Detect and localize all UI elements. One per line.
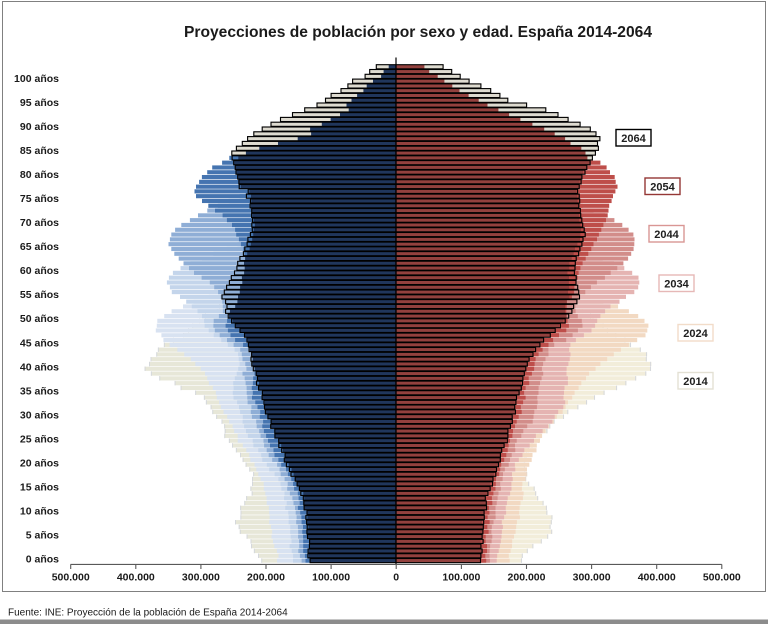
svg-text:30 años: 30 años <box>20 409 59 421</box>
svg-text:Proyecciones de población por: Proyecciones de población por sexo y eda… <box>184 24 652 41</box>
svg-text:85 años: 85 años <box>20 145 59 157</box>
svg-text:0: 0 <box>393 572 399 584</box>
svg-text:2044: 2044 <box>654 229 679 241</box>
svg-text:300.000: 300.000 <box>182 572 220 584</box>
svg-text:300.000: 300.000 <box>573 572 611 584</box>
svg-text:100.000: 100.000 <box>442 572 480 584</box>
svg-text:5 años: 5 años <box>26 530 59 542</box>
svg-text:15 años: 15 años <box>20 481 59 493</box>
svg-text:400.000: 400.000 <box>638 572 676 584</box>
svg-text:55 años: 55 años <box>20 289 59 301</box>
svg-text:20 años: 20 años <box>20 457 59 469</box>
svg-text:2014: 2014 <box>683 376 708 388</box>
svg-text:0 años: 0 años <box>26 554 59 566</box>
svg-text:50 años: 50 años <box>20 313 59 325</box>
svg-text:40 años: 40 años <box>20 361 59 373</box>
svg-text:25 años: 25 años <box>20 433 59 445</box>
svg-text:60 años: 60 años <box>20 265 59 277</box>
svg-text:100.000: 100.000 <box>312 572 350 584</box>
svg-text:70 años: 70 años <box>20 217 59 229</box>
svg-text:500.000: 500.000 <box>52 572 90 584</box>
svg-text:65 años: 65 años <box>20 241 59 253</box>
svg-text:90 años: 90 años <box>20 121 59 133</box>
svg-text:Fuente: INE: Proyección de la: Fuente: INE: Proyección de la población … <box>8 608 288 619</box>
svg-text:10 años: 10 años <box>20 505 59 517</box>
svg-text:35 años: 35 años <box>20 385 59 397</box>
svg-text:200.000: 200.000 <box>247 572 285 584</box>
svg-text:200.000: 200.000 <box>508 572 546 584</box>
svg-text:400.000: 400.000 <box>117 572 155 584</box>
svg-text:45 años: 45 años <box>20 337 59 349</box>
svg-text:2034: 2034 <box>664 279 689 291</box>
svg-text:95 años: 95 años <box>20 97 59 109</box>
svg-text:80 años: 80 años <box>20 169 59 181</box>
svg-text:2024: 2024 <box>683 328 708 340</box>
svg-text:100 años: 100 años <box>14 73 59 85</box>
svg-text:2054: 2054 <box>650 182 675 194</box>
svg-text:2064: 2064 <box>621 133 646 145</box>
svg-text:500.000: 500.000 <box>703 572 741 584</box>
svg-text:75 años: 75 años <box>20 193 59 205</box>
